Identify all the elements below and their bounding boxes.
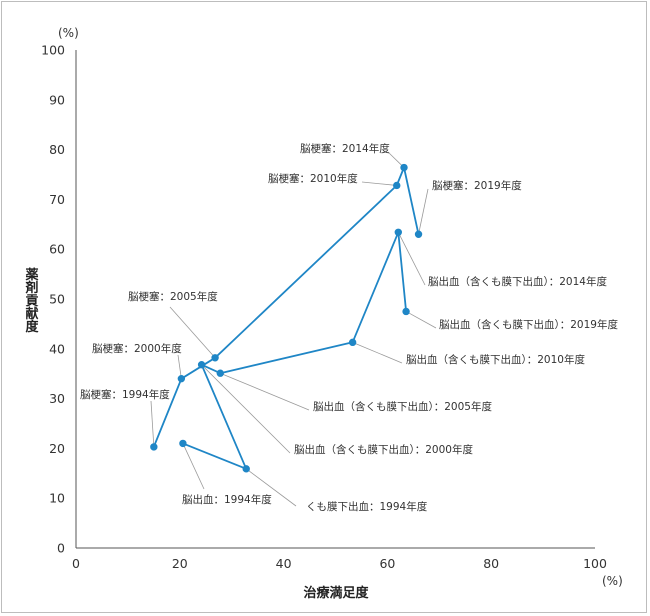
data-point [211, 354, 219, 362]
data-point [400, 163, 408, 172]
point-label: 脳梗塞：2019年度 [432, 179, 522, 192]
point-annotations: 脳梗塞：1994年度 脳梗塞：2000年度 脳梗塞：2005年度 脳梗塞：2010年度… [80, 142, 618, 513]
x-tick-label: 100 [583, 556, 607, 571]
y-tick-label: 20 [49, 441, 65, 456]
point-label: 脳出血（含くも膜下出血）：2000年度 [294, 443, 473, 456]
y-tick-label: 80 [49, 142, 65, 157]
point-label: 脳梗塞：2005年度 [128, 290, 218, 303]
leader-line [201, 364, 291, 454]
point-label: 脳出血（含くも膜下出血）：2005年度 [313, 400, 492, 413]
data-point [414, 230, 423, 238]
x-tick-label: 20 [172, 556, 188, 571]
data-points [150, 163, 423, 473]
series-lines [152, 166, 420, 470]
data-point [242, 465, 250, 473]
point-label: 脳出血：1994年度 [182, 493, 272, 506]
x-tick-label: 40 [276, 556, 292, 571]
data-point [179, 439, 187, 448]
point-label: 脳出血（含くも膜下出血）：2014年度 [428, 275, 607, 288]
y-tick-label: 90 [49, 92, 65, 107]
point-label: 脳梗塞：2014年度 [300, 142, 390, 155]
x-unit-label: (%) [602, 574, 623, 588]
data-point [394, 228, 402, 236]
y-tick-label: 40 [49, 341, 65, 356]
x-tick-label: 80 [483, 556, 499, 571]
point-label: 脳梗塞：2000年度 [92, 342, 182, 355]
leader-line [405, 311, 437, 329]
y-tick-label: 30 [49, 391, 65, 406]
y-tick-label: 10 [49, 491, 65, 506]
leader-line [177, 354, 182, 379]
y-tick-label: 60 [49, 242, 65, 257]
leader-line [169, 306, 216, 359]
series-line-0 [152, 166, 420, 448]
leader-line [387, 151, 405, 168]
leader-line [245, 468, 297, 507]
data-point [402, 307, 410, 316]
data-point [393, 181, 401, 190]
x-tick-label: 60 [379, 556, 395, 571]
tick-labels: 0 10 20 30 40 50 60 70 80 90 100 0 20 40 60 80 100 [41, 43, 607, 572]
point-label: 脳梗塞：1994年度 [80, 388, 170, 401]
y-axis-title: 薬剤貢献度 [23, 267, 40, 334]
leader-line [220, 372, 310, 411]
leader-lines [150, 151, 437, 507]
axes [75, 50, 595, 549]
leader-line [361, 181, 397, 186]
data-point [150, 443, 158, 451]
leader-line [182, 443, 205, 490]
leader-line [352, 341, 403, 364]
leader-line [418, 188, 429, 235]
data-point [197, 361, 206, 369]
point-label: 脳出血（含くも膜下出血）：2010年度 [406, 353, 585, 366]
y-tick-label: 0 [57, 541, 65, 556]
x-axis-title: 治療満足度 [303, 585, 369, 601]
data-point [348, 338, 357, 347]
y-unit-label: (%) [58, 26, 79, 40]
y-tick-label: 50 [49, 292, 65, 307]
y-tick-label: 70 [49, 192, 65, 207]
data-point [177, 374, 186, 383]
y-tick-label: 100 [41, 43, 65, 58]
leader-line [150, 400, 155, 447]
point-label: くも膜下出血：1994年度 [306, 500, 428, 513]
point-label: 脳梗塞：2010年度 [268, 172, 358, 185]
leader-line [397, 232, 426, 286]
data-point [216, 369, 224, 377]
point-label: 脳出血（含くも膜下出血）：2019年度 [439, 318, 618, 331]
x-tick-label: 0 [72, 556, 80, 571]
